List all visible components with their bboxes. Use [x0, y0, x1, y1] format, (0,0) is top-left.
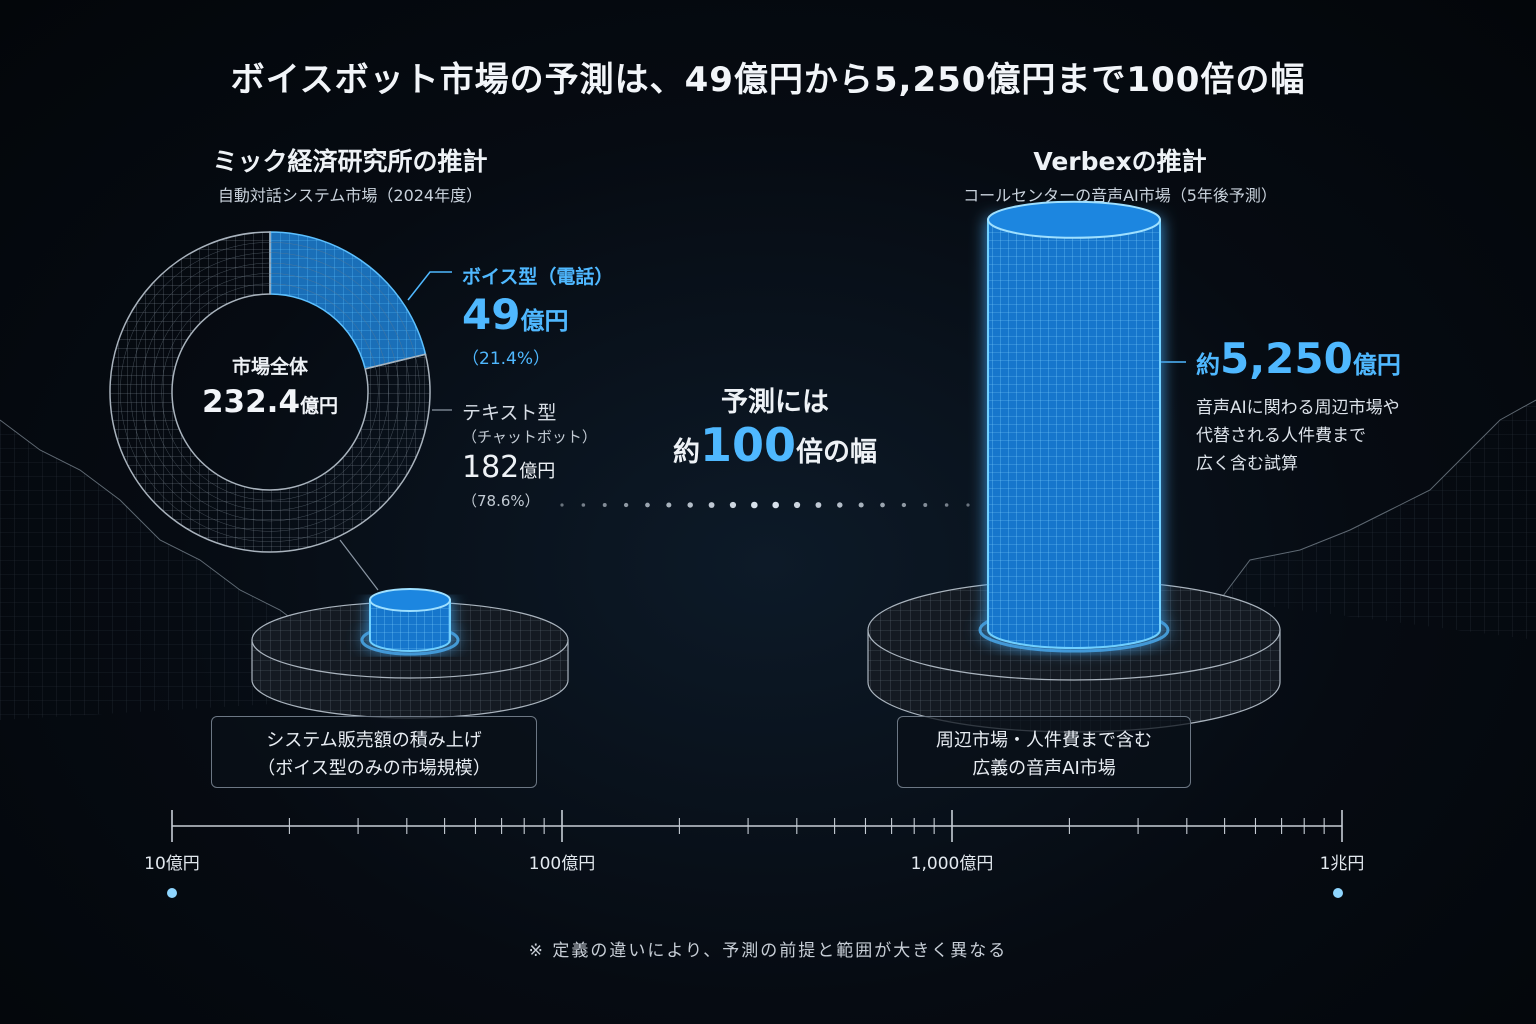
voice-value-number: 49 [462, 290, 521, 339]
glow-line-start-dot [167, 888, 177, 898]
left-definition-box: システム販売額の積み上げ （ボイス型のみの市場規模） [211, 716, 537, 788]
small-cylinder-leader-line [339, 539, 379, 591]
axis-tick-label: 10億円 [144, 854, 200, 874]
donut-slice-voice [269, 231, 427, 370]
donut-slice-text [109, 231, 431, 553]
connector-dot [729, 501, 737, 509]
connector-dot [623, 502, 629, 508]
middle-line2: 約100倍の幅 [620, 418, 930, 472]
right-value: 約5,250億円 [1196, 334, 1401, 383]
right-box-line2: 広義の音声AI市場 [972, 758, 1116, 779]
right-desc-line1: 音声AIに関わる周辺市場や [1196, 398, 1400, 418]
connector-dot [560, 503, 564, 507]
right-definition-box: 周辺市場・人件費まで含む 広義の音声AI市場 [897, 716, 1191, 788]
connector-dot [944, 503, 949, 507]
right-desc-line3: 広く含む試算 [1196, 454, 1298, 474]
connector-dot [880, 502, 885, 508]
right-box-line1: 周辺市場・人件費まで含む [936, 730, 1152, 751]
right-desc-line2: 代替される人件費まで [1196, 426, 1366, 446]
connector-dot [708, 502, 715, 508]
connector-dot [858, 502, 864, 508]
right-description: 音声AIに関わる周辺市場や 代替される人件費まで 広く含む試算 [1196, 394, 1400, 478]
left-subheading: 自動対話システム市場（2024年度） [217, 186, 483, 205]
donut-chart [109, 231, 431, 553]
voice-value-unit: 億円 [520, 307, 569, 335]
page-title: ボイスボット市場の予測は、49億円から5,250億円まで100倍の幅 [230, 60, 1306, 100]
left-box-line1: システム販売額の積み上げ [266, 730, 482, 751]
axis-tick-label: 1兆円 [1319, 854, 1365, 874]
text-segment-title: テキスト型 [462, 402, 557, 424]
donut-center-value: 232.4億円 [180, 384, 360, 420]
left-heading: ミック経済研究所の推計 [212, 147, 488, 176]
dotted-connector [560, 501, 970, 509]
middle-line1: 予測には [721, 387, 829, 418]
connector-dot [837, 502, 843, 508]
text-value-unit: 億円 [519, 461, 556, 482]
right-value-pre: 約 [1196, 351, 1220, 379]
voice-segment-percent: （21.4%） [462, 349, 551, 369]
donut-ring-line [130, 252, 410, 532]
connector-dot [793, 501, 801, 509]
right-market-cylinder-body [987, 218, 1161, 649]
middle-post: 倍の幅 [796, 437, 878, 468]
connector-dot [966, 503, 970, 507]
left-market-cylinder-top [369, 588, 451, 612]
left-market-cylinder-body [369, 599, 451, 652]
connector-dot [666, 502, 672, 508]
connector-dot [815, 502, 822, 508]
axis-tick-label: 1,000億円 [910, 854, 994, 874]
right-value-unit: 億円 [1352, 351, 1401, 379]
voice-leader-line [407, 271, 452, 301]
right-mountain-mesh [1220, 400, 1536, 640]
text-value-number: 182 [462, 450, 520, 485]
connector-dot [581, 503, 586, 507]
middle-pre: 約 [672, 437, 700, 468]
glow-line-end-dot [1333, 888, 1343, 898]
voice-segment-value: 49億円 [462, 290, 568, 339]
connector-dot [901, 502, 907, 508]
text-segment-percent: （78.6%） [462, 492, 540, 510]
donut-ring-line [120, 242, 420, 542]
right-value-number: 5,250 [1220, 334, 1353, 383]
connector-dot [687, 502, 693, 508]
left-box-line2: （ボイス型のみの市場規模） [257, 758, 491, 779]
connector-dot [602, 503, 607, 507]
connector-dot [923, 503, 928, 507]
right-subheading: コールセンターの音声AI市場（5年後予測） [963, 186, 1277, 205]
text-segment-value: 182億円 [462, 450, 555, 485]
right-market-cylinder-top [987, 200, 1161, 239]
footnote: ※ 定義の違いにより、予測の前提と範囲が大きく異なる [528, 941, 1008, 961]
right-heading: Verbexの推計 [1033, 147, 1207, 176]
voice-segment-title: ボイス型（電話） [462, 266, 614, 288]
donut-center-unit: 億円 [300, 395, 339, 417]
text-segment-sub: （チャットボット） [462, 428, 597, 446]
connector-dot [751, 501, 758, 509]
middle-big-number: 100 [699, 418, 797, 472]
donut-center-label: 市場全体 [231, 356, 308, 378]
connector-dot [772, 501, 779, 509]
connector-dot [645, 502, 650, 508]
donut-ring-line [161, 283, 379, 501]
donut-ring-line [140, 262, 400, 522]
donut-center-number: 232.4 [201, 384, 301, 420]
donut-ring-line [151, 273, 389, 511]
axis-tick-label: 100億円 [528, 854, 596, 874]
